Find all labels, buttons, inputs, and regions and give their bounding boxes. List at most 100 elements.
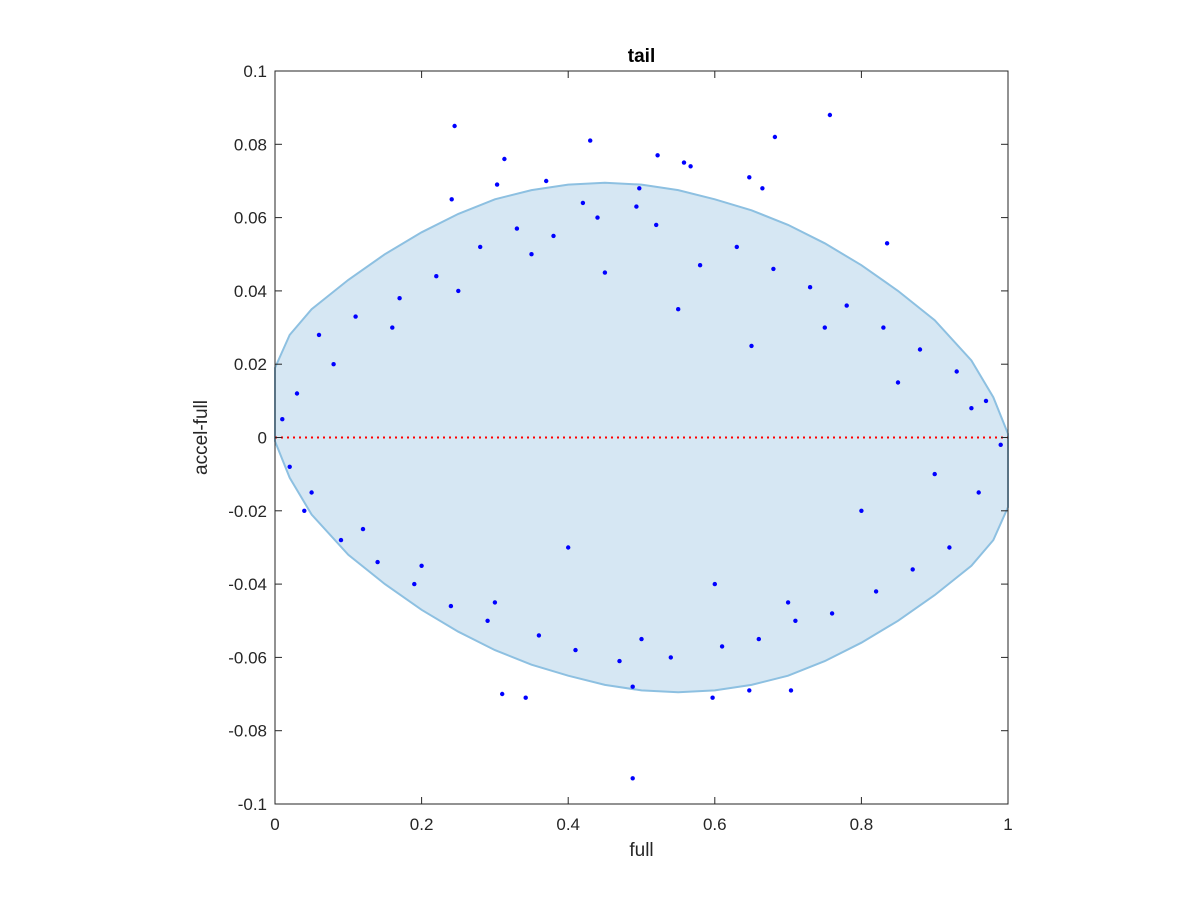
data-point	[287, 464, 292, 469]
data-point	[602, 270, 608, 275]
data-point	[983, 398, 989, 404]
data-point	[895, 380, 901, 385]
y-tick-label: 0	[258, 429, 267, 448]
data-point	[881, 325, 886, 330]
x-tick-label: 0.2	[410, 815, 434, 834]
data-point	[712, 581, 717, 587]
data-point	[280, 417, 285, 422]
data-point	[688, 164, 693, 169]
data-point	[485, 618, 490, 623]
data-point	[478, 244, 483, 250]
y-tick-label: 0.04	[234, 282, 267, 301]
data-point	[668, 655, 673, 660]
points-layer	[280, 112, 1003, 781]
data-point	[827, 112, 833, 118]
data-point	[954, 369, 959, 374]
data-point	[316, 332, 322, 338]
data-point	[494, 182, 500, 187]
x-tick-label: 0.4	[556, 815, 580, 834]
data-point	[719, 644, 725, 649]
data-point	[676, 307, 681, 312]
data-point	[434, 274, 439, 279]
x-tick-label: 1	[1003, 815, 1012, 834]
data-point	[452, 123, 457, 129]
data-point	[947, 545, 952, 550]
data-point	[630, 684, 635, 689]
data-point	[566, 545, 571, 550]
x-tick-label: 0	[270, 815, 279, 834]
y-tick-label: 0.1	[243, 62, 267, 81]
data-point	[390, 325, 395, 330]
data-point	[681, 160, 687, 165]
data-point	[654, 222, 659, 228]
y-tick-label: 0.06	[234, 209, 267, 228]
data-point	[630, 776, 635, 781]
data-point	[634, 204, 639, 209]
data-point	[788, 688, 794, 693]
data-point	[294, 391, 300, 396]
data-point	[302, 508, 307, 513]
data-point	[397, 296, 402, 301]
x-tick-label: 0.8	[850, 815, 874, 834]
data-point	[639, 636, 644, 642]
data-point	[734, 244, 739, 250]
data-point	[771, 266, 776, 272]
data-point	[551, 233, 556, 239]
data-point	[514, 226, 520, 231]
data-point	[976, 490, 981, 495]
y-axis-label: accel-full	[191, 400, 212, 475]
data-point	[884, 241, 890, 246]
data-point	[749, 343, 754, 349]
data-point	[969, 406, 974, 411]
data-point	[456, 288, 461, 294]
data-point	[747, 175, 752, 180]
data-point	[309, 490, 314, 495]
data-point	[807, 285, 813, 290]
data-point	[637, 186, 642, 191]
data-point	[536, 633, 542, 638]
y-tick-label: 0.02	[234, 355, 267, 374]
data-point	[873, 589, 879, 594]
data-point	[419, 563, 424, 568]
data-point	[500, 691, 505, 697]
data-point	[760, 186, 765, 191]
data-point	[595, 215, 600, 220]
data-point	[917, 347, 923, 352]
data-point	[844, 303, 849, 308]
data-point	[998, 442, 1003, 447]
data-point	[829, 611, 835, 616]
data-point	[529, 252, 534, 257]
data-point	[822, 325, 827, 330]
data-point	[492, 600, 498, 605]
data-point	[617, 658, 622, 664]
y-tick-label: -0.08	[228, 722, 267, 741]
x-axis-label: full	[629, 840, 653, 861]
data-point	[772, 134, 778, 140]
data-point	[756, 636, 761, 642]
data-point	[449, 197, 454, 202]
data-point	[793, 618, 798, 623]
chart-title: tail	[628, 46, 655, 67]
data-point	[785, 600, 791, 605]
y-tick-label: -0.06	[228, 648, 267, 667]
data-point	[932, 471, 937, 477]
data-point	[331, 362, 336, 367]
x-tick-label: 0.6	[703, 815, 727, 834]
data-point	[655, 153, 660, 158]
data-point	[859, 508, 864, 513]
data-point	[412, 581, 417, 587]
data-point	[747, 688, 752, 693]
data-point	[448, 603, 454, 609]
ticks-layer: 0 0.2 0.4 0.6 0.8 1 0.1 0.08 0.06 0.04 0.02 0 -0.02 -…	[228, 62, 1012, 834]
data-point	[360, 526, 366, 532]
data-point	[523, 695, 528, 700]
data-point	[338, 537, 344, 543]
y-tick-label: -0.04	[228, 575, 267, 594]
data-point	[710, 695, 715, 700]
data-point	[353, 314, 358, 319]
data-point	[910, 567, 915, 572]
data-point	[375, 559, 380, 565]
y-tick-label: 0.08	[234, 135, 267, 154]
